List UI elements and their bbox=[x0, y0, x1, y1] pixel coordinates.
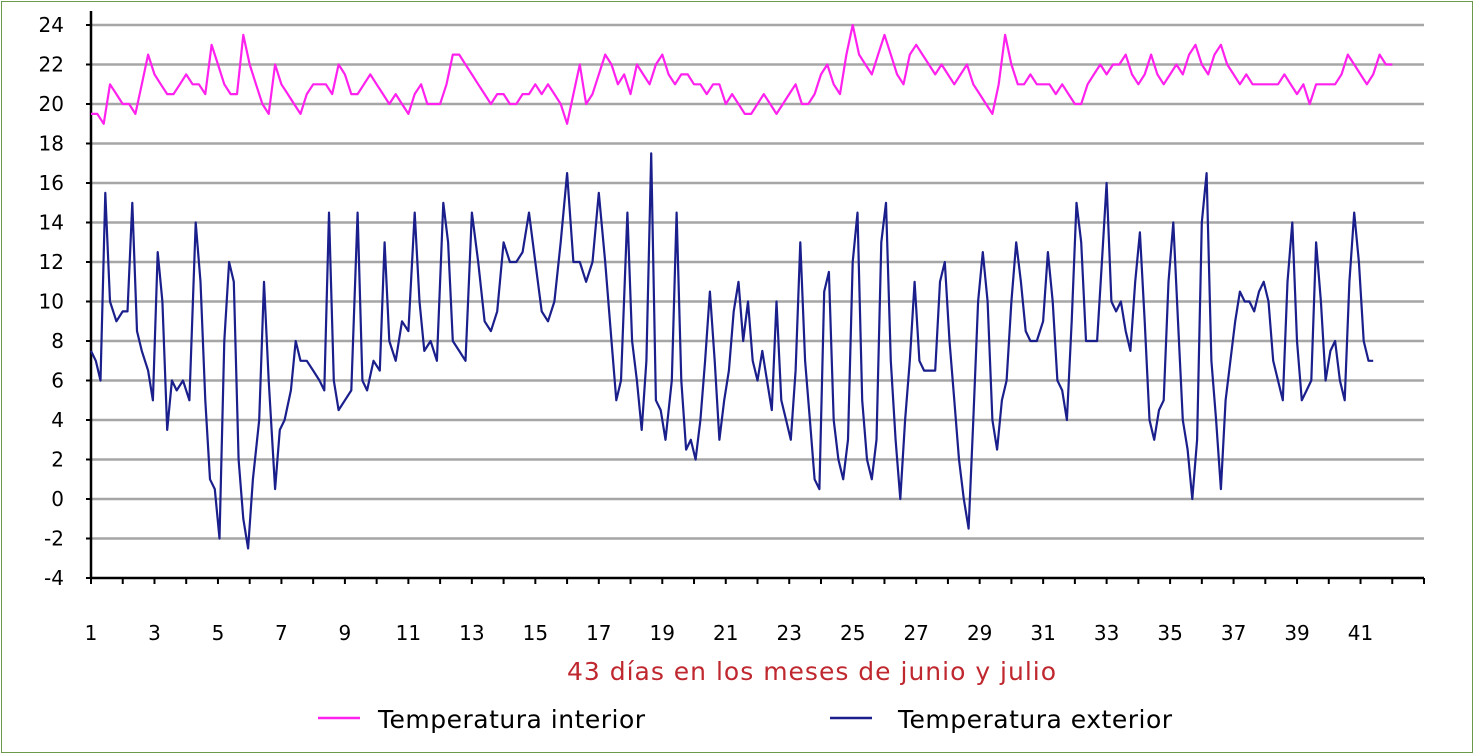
x-tick-label: 21 bbox=[713, 621, 738, 645]
x-tick-label: 33 bbox=[1094, 621, 1119, 645]
y-tick-label: 22 bbox=[39, 53, 64, 77]
y-tick-label: 8 bbox=[51, 329, 64, 353]
y-tick-label: 4 bbox=[51, 408, 64, 432]
axes bbox=[86, 11, 1425, 584]
grid-lines bbox=[91, 23, 1424, 540]
y-tick-label: 0 bbox=[51, 487, 64, 511]
x-tick-label: 5 bbox=[212, 621, 225, 645]
x-tick-label: 23 bbox=[777, 621, 802, 645]
y-tick-label: 24 bbox=[39, 13, 64, 37]
x-tick-label: 37 bbox=[1221, 621, 1246, 645]
x-tick-labels: 1 3 5 7 9 11 13 15 17 19 21 23 25 27 29 31 33 35 37 39 41 bbox=[85, 621, 1374, 645]
x-tick-label: 41 bbox=[1348, 621, 1373, 645]
legend: Temperatura interior Temperatura exterio… bbox=[318, 705, 1173, 734]
y-tick-label: 10 bbox=[39, 290, 64, 314]
y-tick-label: 6 bbox=[51, 369, 64, 393]
series-line-exterior bbox=[90, 152, 1374, 550]
x-tick-label: 29 bbox=[967, 621, 992, 645]
x-tick-label: 3 bbox=[148, 621, 161, 645]
legend-label-exterior: Temperatura exterior bbox=[897, 705, 1173, 734]
y-tick-label: 12 bbox=[39, 250, 64, 274]
x-tick-label: 31 bbox=[1030, 621, 1055, 645]
x-tick-label: 25 bbox=[840, 621, 865, 645]
y-tick-label: -4 bbox=[44, 566, 64, 590]
y-tick-label: 14 bbox=[39, 211, 64, 235]
legend-label-interior: Temperatura interior bbox=[377, 705, 646, 734]
x-tick-label: 17 bbox=[586, 621, 611, 645]
x-tick-label: 27 bbox=[903, 621, 928, 645]
x-tick-label: 7 bbox=[275, 621, 288, 645]
y-tick-label: 18 bbox=[39, 132, 64, 156]
x-tick-label: 39 bbox=[1284, 621, 1309, 645]
x-tick-label: 15 bbox=[523, 621, 548, 645]
x-tick-label: 13 bbox=[459, 621, 484, 645]
y-tick-label: 20 bbox=[39, 92, 64, 116]
x-axis-label: 43 días en los meses de junio y julio bbox=[567, 657, 1057, 686]
y-tick-label: -2 bbox=[44, 527, 64, 551]
y-tick-label: 2 bbox=[51, 448, 64, 472]
x-tick-label: 11 bbox=[396, 621, 421, 645]
x-tick-label: 1 bbox=[85, 621, 98, 645]
y-tick-label: 16 bbox=[39, 171, 64, 195]
x-tick-label: 9 bbox=[339, 621, 352, 645]
x-tick-label: 19 bbox=[650, 621, 675, 645]
x-tick-label: 35 bbox=[1157, 621, 1182, 645]
series-line-interior bbox=[91, 23, 1393, 125]
series-lines bbox=[90, 23, 1393, 550]
